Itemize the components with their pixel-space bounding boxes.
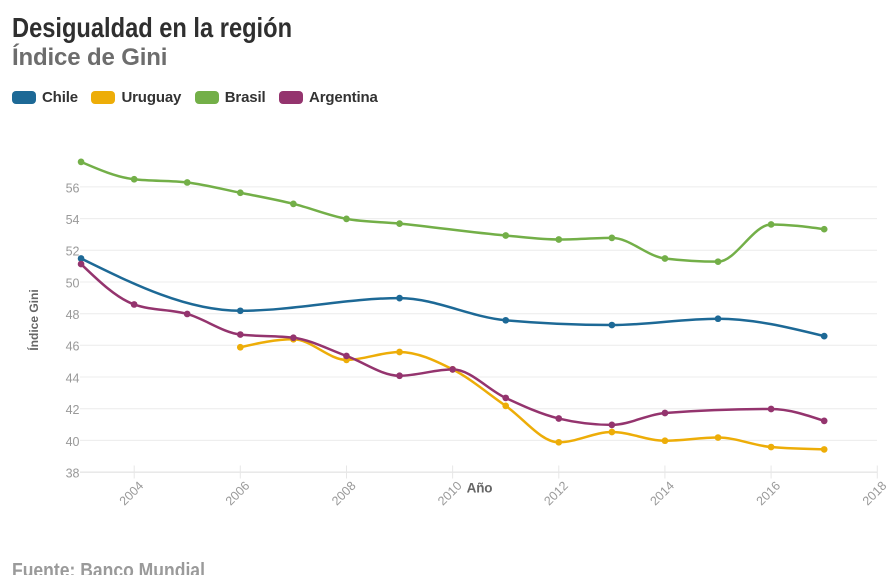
svg-text:Año: Año (467, 481, 493, 496)
svg-text:46: 46 (66, 340, 80, 354)
svg-text:54: 54 (66, 213, 80, 227)
svg-text:56: 56 (66, 181, 80, 195)
svg-text:2008: 2008 (329, 479, 359, 509)
svg-text:2016: 2016 (754, 479, 784, 509)
svg-text:2014: 2014 (647, 479, 677, 509)
svg-text:52: 52 (66, 245, 80, 259)
svg-text:2010: 2010 (435, 479, 465, 509)
svg-text:2012: 2012 (541, 479, 571, 509)
svg-text:2018: 2018 (860, 479, 890, 509)
svg-text:38: 38 (66, 467, 80, 481)
svg-text:44: 44 (66, 371, 80, 385)
svg-text:40: 40 (66, 435, 80, 449)
svg-text:50: 50 (66, 276, 80, 290)
svg-text:48: 48 (66, 308, 80, 322)
svg-text:2004: 2004 (117, 479, 147, 509)
svg-text:42: 42 (66, 403, 80, 417)
svg-text:2006: 2006 (223, 479, 253, 509)
svg-text:Índice Gini: Índice Gini (26, 289, 41, 350)
